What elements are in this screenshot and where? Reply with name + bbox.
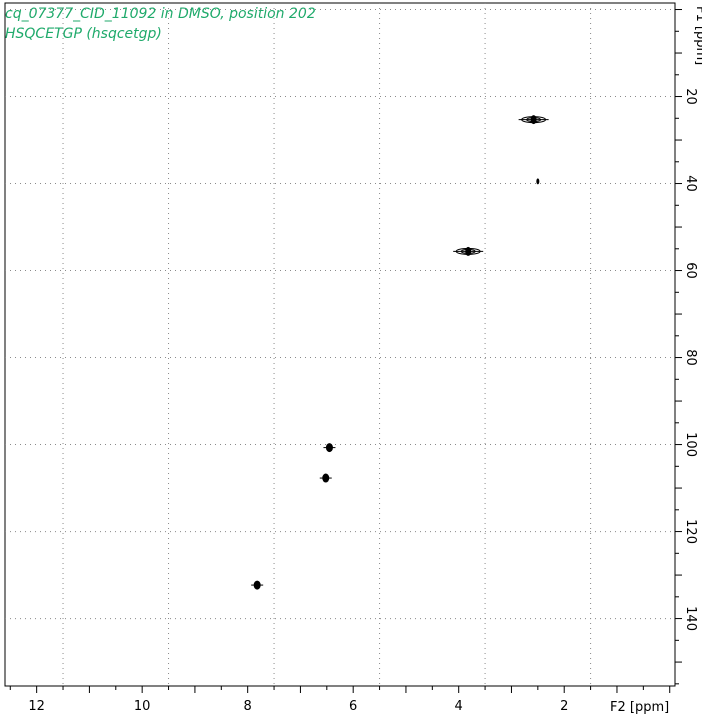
x-tick-label: 4	[455, 699, 463, 714]
x-axis: 12 10 8 6 4 2	[9, 686, 671, 714]
cross-peak	[251, 580, 264, 590]
y-tick-label: 40	[683, 175, 698, 192]
x-tick-label: 6	[349, 699, 357, 714]
x-tick-label: 8	[244, 699, 252, 714]
x-tick-label: 2	[560, 699, 568, 714]
y-tick-label: 120	[683, 519, 698, 544]
y-axis-label: F1 [ppm]	[693, 6, 702, 65]
cross-peaks	[251, 115, 549, 590]
cross-peak	[453, 246, 484, 256]
y-tick-label: 20	[683, 88, 698, 105]
peak-core	[536, 178, 540, 185]
y-tick-label: 140	[683, 606, 698, 631]
plot-frame	[4, 2, 676, 687]
cross-peak	[518, 115, 549, 125]
y-axis: 20 40 60 80 100 120 140	[675, 9, 698, 685]
experiment-name: HSQCETGP (hsqcetgp)	[5, 26, 162, 42]
y-tick-label: 80	[683, 349, 698, 366]
x-axis-label: F2 [ppm]	[610, 700, 669, 715]
grid-lines	[5, 3, 675, 686]
y-tick-label: 60	[683, 262, 698, 279]
cross-peak	[536, 178, 540, 185]
spectrum-title: cq_07377_CID_11092 in DMSO, position 202	[5, 6, 316, 22]
cross-peak	[319, 473, 332, 483]
x-tick-label: 12	[28, 699, 45, 714]
x-tick-label: 10	[134, 699, 151, 714]
y-tick-label: 100	[683, 432, 698, 457]
cross-peak	[323, 443, 336, 453]
